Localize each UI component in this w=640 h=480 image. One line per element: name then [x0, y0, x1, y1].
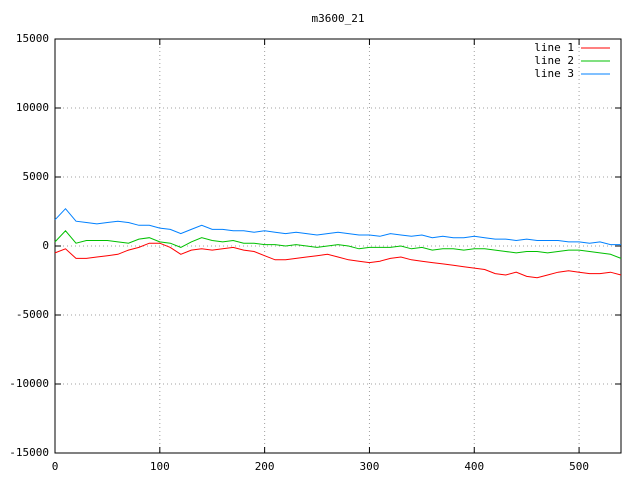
x-tick-label: 300	[360, 460, 380, 473]
data-line	[54, 230, 622, 259]
x-tick-label: 0	[52, 460, 59, 473]
data-line	[54, 242, 622, 279]
plot-border	[54, 38, 622, 454]
y-tick-label: -5000	[16, 308, 49, 321]
legend-label: line 1	[534, 41, 574, 54]
legend-label: line 2	[534, 54, 574, 67]
x-tick-label: 400	[464, 460, 484, 473]
chart-title: m3600_21	[312, 12, 365, 25]
y-tick-label: -10000	[9, 377, 49, 390]
y-tick-label: 10000	[16, 101, 49, 114]
y-tick-label: 0	[42, 239, 49, 252]
x-tick-label: 100	[150, 460, 170, 473]
y-tick-label: -15000	[9, 446, 49, 459]
x-tick-label: 500	[569, 460, 589, 473]
y-tick-label: 5000	[23, 170, 50, 183]
legend-label: line 3	[534, 67, 574, 80]
x-tick-label: 200	[255, 460, 275, 473]
y-tick-label: 15000	[16, 32, 49, 45]
data-line	[54, 207, 621, 246]
